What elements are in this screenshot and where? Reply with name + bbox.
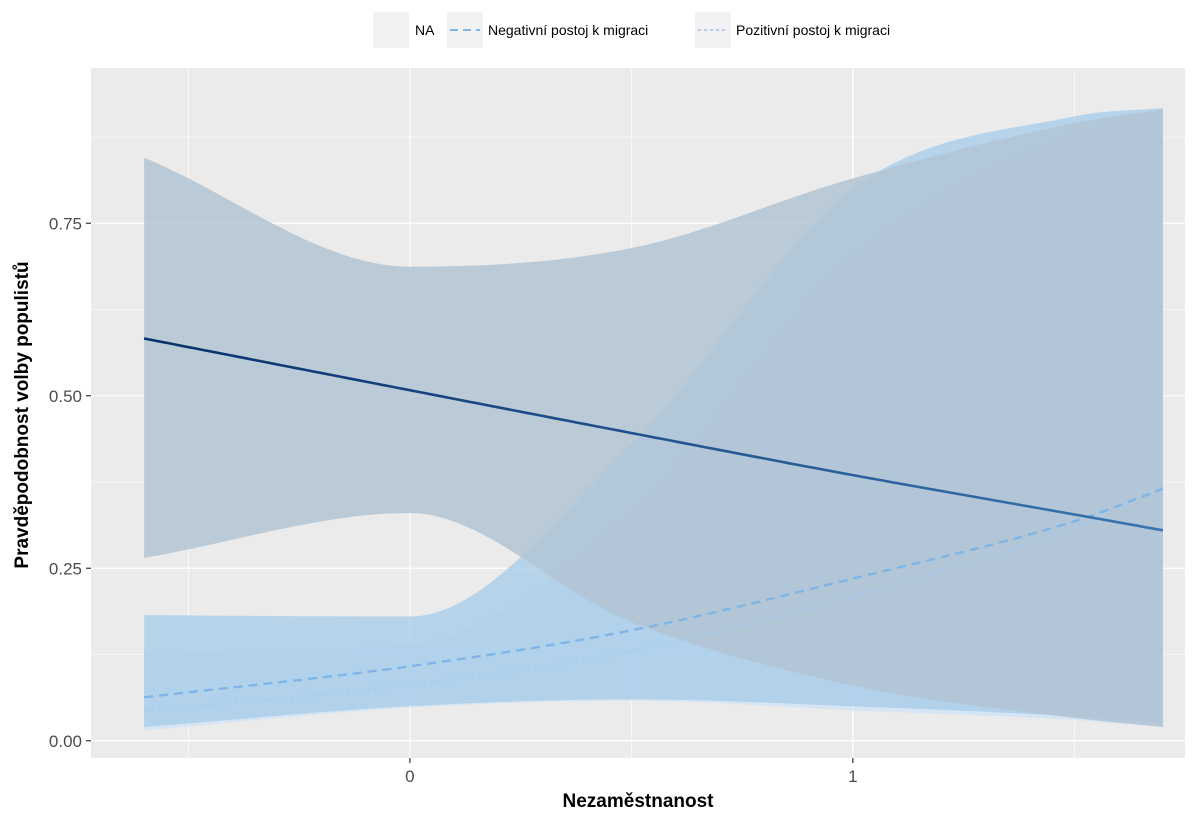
legend-label-na: NA: [415, 22, 435, 38]
ribbon-layer: [144, 108, 1163, 731]
legend-item-negative: Negativní postoj k migraci: [447, 12, 648, 48]
y-axis: 0.00 0.25 0.50 0.75: [49, 214, 91, 751]
legend-item-na: NA: [373, 12, 435, 48]
x-axis-title: Nezaměstnanost: [563, 791, 715, 812]
y-axis-title: Pravděpodobnost volby populistů: [12, 261, 33, 568]
y-tick-label: 0.25: [49, 559, 82, 578]
ci-ribbon-na: [144, 109, 1163, 727]
legend-label-positive: Pozitivní postoj k migraci: [736, 22, 890, 38]
legend: NA Negativní postoj k migraci Pozitivní …: [373, 12, 890, 48]
line-na: [143, 337, 1164, 532]
x-tick-label: 0: [405, 767, 414, 786]
y-tick-label: 0.75: [49, 214, 82, 233]
line-positive: [143, 484, 1164, 713]
legend-item-positive: Pozitivní postoj k migraci: [695, 12, 890, 48]
line-negative: [143, 487, 1164, 699]
legend-label-negative: Negativní postoj k migraci: [488, 22, 648, 38]
x-tick-label: 1: [848, 767, 857, 786]
line-layer: [143, 337, 1164, 713]
y-tick-label: 0.50: [49, 387, 82, 406]
legend-key-na: [373, 12, 409, 48]
y-tick-label: 0.00: [49, 732, 82, 751]
